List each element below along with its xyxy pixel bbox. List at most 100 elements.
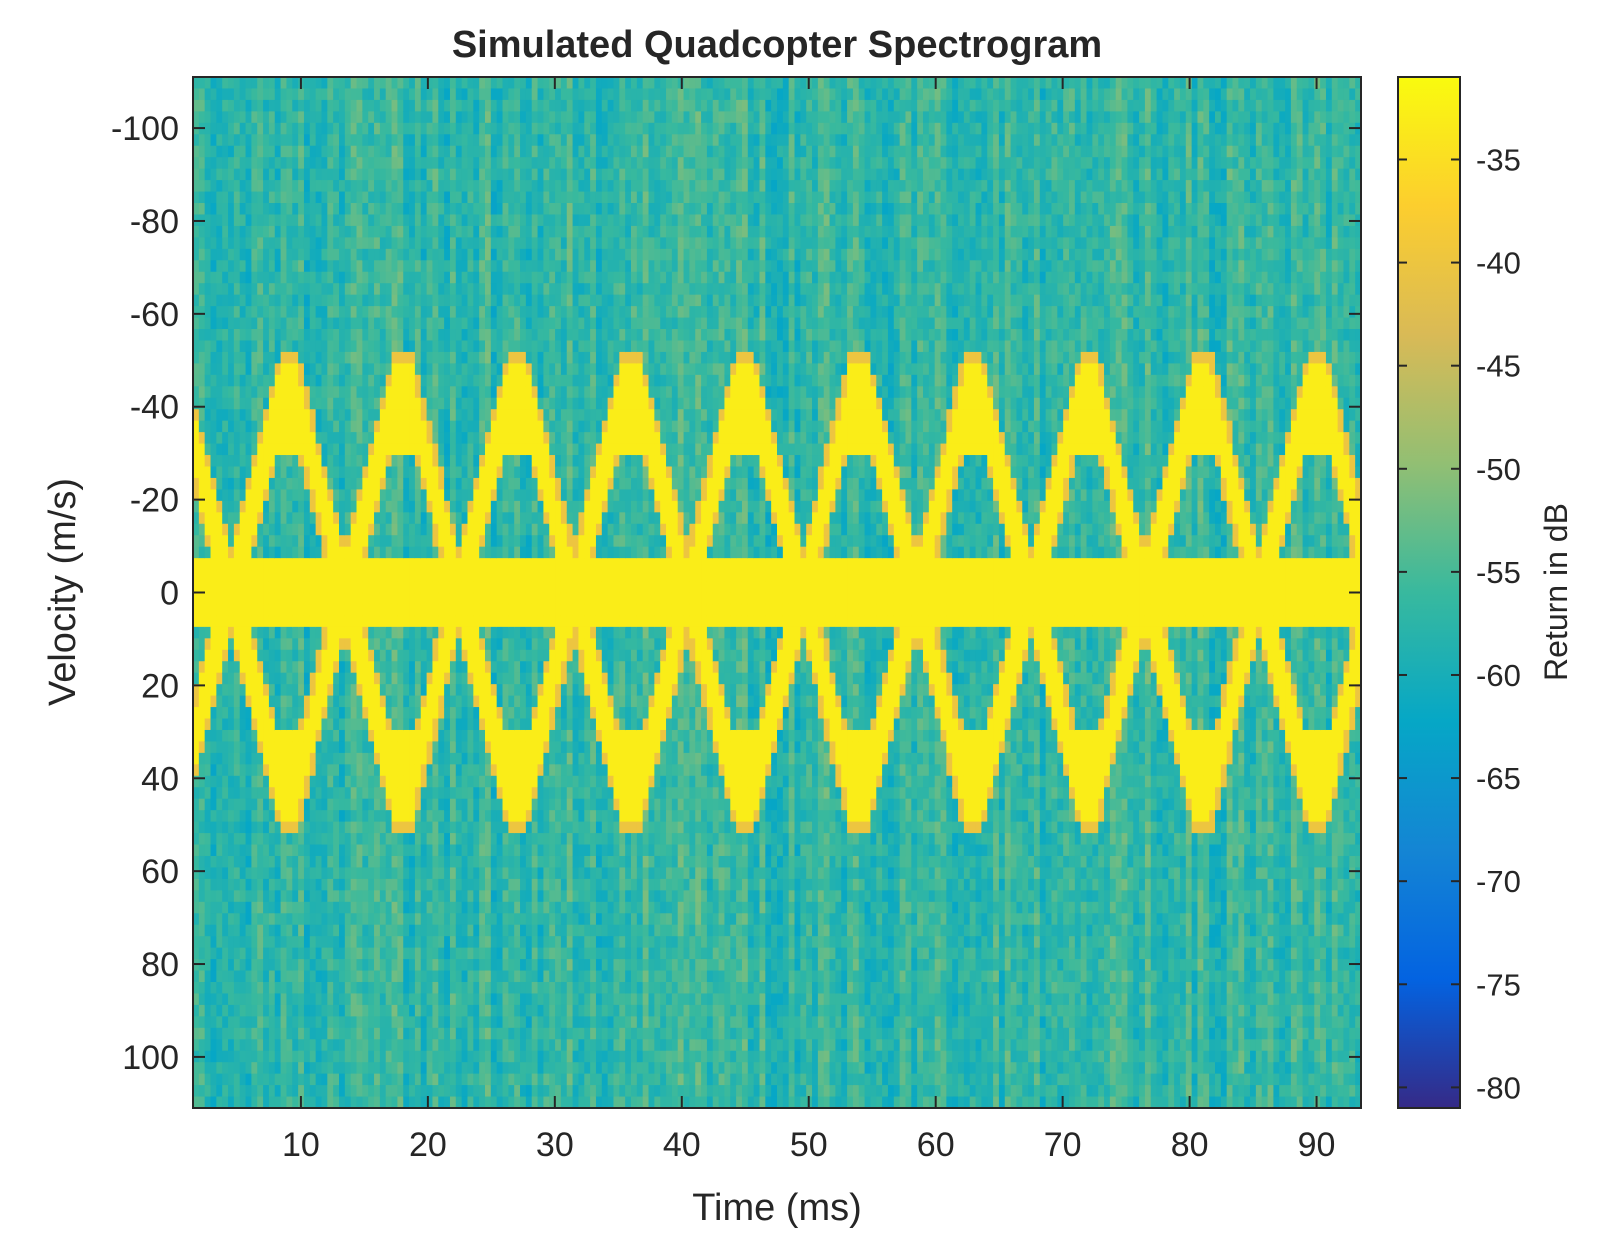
heatmap-cell bbox=[362, 913, 368, 925]
heatmap-cell bbox=[473, 386, 479, 398]
heatmap-cell bbox=[497, 444, 503, 456]
heatmap-cell bbox=[392, 650, 398, 662]
heatmap-cell bbox=[292, 833, 298, 845]
heatmap-cell bbox=[246, 810, 252, 822]
heatmap-cell bbox=[351, 180, 357, 192]
heatmap-cell bbox=[228, 925, 234, 937]
heatmap-cell bbox=[362, 856, 368, 868]
heatmap-cell bbox=[251, 764, 257, 776]
heatmap-cell bbox=[211, 1028, 217, 1040]
heatmap-cell bbox=[286, 741, 292, 753]
heatmap-cell bbox=[298, 318, 304, 330]
heatmap-cell bbox=[374, 409, 380, 421]
heatmap-cell bbox=[479, 386, 485, 398]
heatmap-cell bbox=[240, 890, 246, 902]
heatmap-cell bbox=[211, 478, 217, 490]
heatmap-cell bbox=[432, 1028, 438, 1040]
heatmap-cell bbox=[409, 948, 415, 960]
heatmap-cell bbox=[246, 249, 252, 261]
heatmap-cell bbox=[321, 318, 327, 330]
heatmap-cell bbox=[205, 558, 211, 570]
heatmap-cell bbox=[386, 661, 392, 673]
heatmap-cell bbox=[339, 615, 345, 627]
heatmap-cell bbox=[304, 237, 310, 249]
heatmap-cell bbox=[281, 249, 287, 261]
heatmap-cell bbox=[321, 593, 327, 605]
heatmap-cell bbox=[409, 444, 415, 456]
heatmap-cell bbox=[339, 593, 345, 605]
heatmap-cell bbox=[374, 867, 380, 879]
heatmap-cell bbox=[479, 169, 485, 181]
heatmap-cell bbox=[316, 787, 322, 799]
heatmap-cell bbox=[409, 730, 415, 742]
heatmap-cell bbox=[357, 810, 363, 822]
heatmap-cell bbox=[304, 524, 310, 536]
heatmap-cell bbox=[444, 627, 450, 639]
heatmap-cell bbox=[444, 192, 450, 204]
heatmap-cell bbox=[508, 581, 514, 593]
heatmap-cell bbox=[292, 581, 298, 593]
heatmap-cell bbox=[310, 776, 316, 788]
heatmap-cell bbox=[269, 638, 275, 650]
heatmap-cell bbox=[456, 615, 462, 627]
heatmap-cell bbox=[333, 363, 339, 375]
heatmap-cell bbox=[339, 283, 345, 295]
heatmap-cell bbox=[310, 707, 316, 719]
heatmap-cell bbox=[386, 100, 392, 112]
heatmap-cell bbox=[386, 822, 392, 834]
heatmap-cell bbox=[362, 558, 368, 570]
heatmap-cell bbox=[362, 604, 368, 616]
heatmap-cell bbox=[427, 810, 433, 822]
heatmap-cell bbox=[292, 318, 298, 330]
heatmap-cell bbox=[321, 1016, 327, 1028]
heatmap-cell bbox=[467, 157, 473, 169]
heatmap-cell bbox=[339, 375, 345, 387]
heatmap-cell bbox=[392, 88, 398, 100]
heatmap-cell bbox=[456, 890, 462, 902]
heatmap-cell bbox=[222, 753, 228, 765]
heatmap-cell bbox=[304, 169, 310, 181]
heatmap-cell bbox=[251, 627, 257, 639]
heatmap-cell bbox=[222, 77, 228, 89]
heatmap-cell bbox=[339, 352, 345, 364]
heatmap-cell bbox=[467, 363, 473, 375]
heatmap-cell bbox=[415, 787, 421, 799]
heatmap-cell bbox=[362, 684, 368, 696]
heatmap-cell bbox=[450, 260, 456, 272]
heatmap-cell bbox=[298, 421, 304, 433]
heatmap-cell bbox=[450, 157, 456, 169]
heatmap-cell bbox=[450, 615, 456, 627]
heatmap-cell bbox=[228, 180, 234, 192]
heatmap-cell bbox=[240, 214, 246, 226]
heatmap-cell bbox=[427, 741, 433, 753]
heatmap-cell bbox=[298, 867, 304, 879]
heatmap-cell bbox=[263, 696, 269, 708]
heatmap-cell bbox=[298, 466, 304, 478]
heatmap-cell bbox=[211, 352, 217, 364]
heatmap-cell bbox=[251, 615, 257, 627]
heatmap-cell bbox=[327, 593, 333, 605]
heatmap-cell bbox=[222, 638, 228, 650]
heatmap-cell bbox=[497, 421, 503, 433]
heatmap-cell bbox=[257, 604, 263, 616]
heatmap-cell bbox=[211, 180, 217, 192]
heatmap-cell bbox=[397, 226, 403, 238]
heatmap-cell bbox=[444, 730, 450, 742]
heatmap-cell bbox=[246, 638, 252, 650]
heatmap-cell bbox=[362, 741, 368, 753]
heatmap-cell bbox=[222, 741, 228, 753]
heatmap-cell bbox=[240, 237, 246, 249]
heatmap-cell bbox=[467, 421, 473, 433]
heatmap-cell bbox=[427, 535, 433, 547]
heatmap-cell bbox=[415, 604, 421, 616]
heatmap-cell bbox=[438, 1085, 444, 1097]
heatmap-cell bbox=[421, 959, 427, 971]
heatmap-cell bbox=[234, 558, 240, 570]
heatmap-cell bbox=[514, 295, 520, 307]
heatmap-cell bbox=[415, 1074, 421, 1086]
heatmap-cell bbox=[310, 833, 316, 845]
heatmap-cell bbox=[357, 203, 363, 215]
heatmap-cell bbox=[485, 535, 491, 547]
heatmap-cell bbox=[368, 787, 374, 799]
heatmap-cell bbox=[275, 444, 281, 456]
